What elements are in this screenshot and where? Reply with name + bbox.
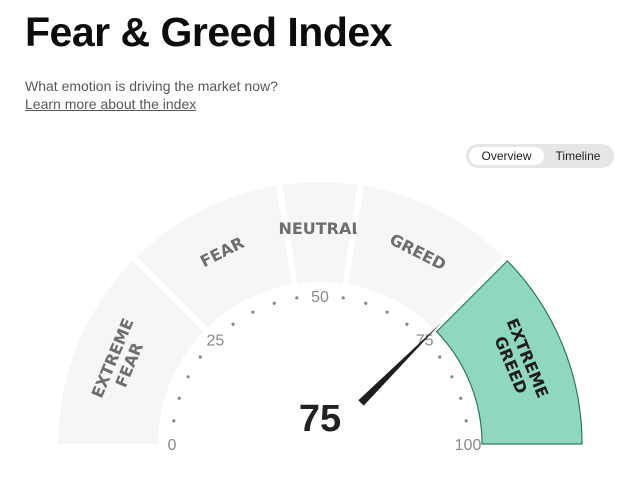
page-title: Fear & Greed Index	[25, 9, 392, 55]
gauge-tick-dot	[198, 355, 202, 359]
overview-tab[interactable]: Overview	[469, 147, 544, 165]
timeline-tab[interactable]: Timeline	[555, 149, 601, 163]
gauge-tick-label: 0	[168, 437, 177, 454]
gauge-tick-label: 50	[311, 289, 329, 306]
gauge-segment-greed	[348, 185, 504, 328]
segment-label-neutral: NEUTRAL	[278, 219, 361, 238]
gauge-tick-dot	[405, 322, 409, 326]
gauge-tick-dot	[464, 419, 468, 423]
gauge-tick-dot	[177, 396, 181, 400]
gauge-segment-extreme-fear	[58, 260, 204, 444]
gauge-tick-dot	[450, 375, 454, 379]
gauge-needle	[358, 322, 442, 406]
page-subtitle: What emotion is driving the market now?	[25, 78, 278, 94]
gauge-tick-dot	[186, 375, 190, 379]
gauge-value: 75	[299, 398, 341, 440]
gauge-tick-dot	[251, 310, 255, 314]
view-toggle: Overview Timeline	[466, 144, 614, 168]
gauge-segment-fear	[136, 185, 292, 328]
gauge-tick-label: 25	[206, 332, 224, 349]
gauge-segment-extreme-greed	[435, 260, 583, 445]
gauge-segment-neutral	[281, 182, 359, 284]
gauge-tick-dot	[364, 301, 368, 305]
gauge-tick-dot	[272, 301, 276, 305]
gauge-tick-dot	[459, 396, 463, 400]
gauge-tick-label: 100	[455, 437, 482, 454]
gauge-tick-dot	[172, 419, 176, 423]
gauge-tick-dot	[341, 296, 345, 300]
gauge-tick-dot	[231, 322, 235, 326]
gauge-tick-dot	[438, 355, 442, 359]
gauge-tick-dot	[295, 296, 299, 300]
learn-more-link[interactable]: Learn more about the index	[25, 96, 197, 112]
gauge-tick-dot	[385, 310, 389, 314]
